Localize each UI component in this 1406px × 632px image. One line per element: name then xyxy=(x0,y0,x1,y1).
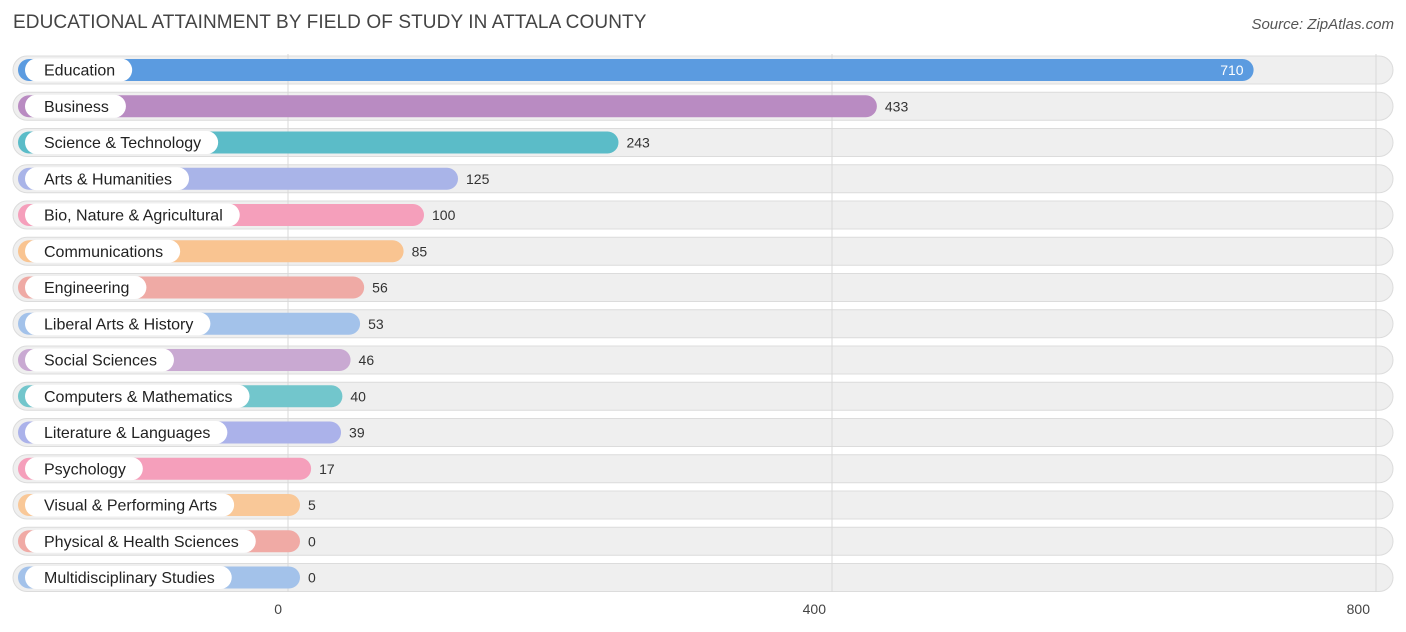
bar-track xyxy=(12,454,1394,484)
category-label: Engineering xyxy=(44,280,129,297)
value-label: 125 xyxy=(466,171,490,187)
value-label: 85 xyxy=(412,243,428,259)
value-label: 243 xyxy=(626,135,650,151)
value-label: 710 xyxy=(1220,62,1244,78)
tick-label: 0 xyxy=(274,601,282,617)
value-label: 100 xyxy=(432,207,456,223)
category-pill xyxy=(25,58,133,82)
category-pill xyxy=(25,384,250,408)
category-label: Liberal Arts & History xyxy=(44,316,193,333)
category-label: Physical & Health Sciences xyxy=(44,534,239,551)
value-label: 46 xyxy=(359,352,375,368)
value-label: 53 xyxy=(368,316,384,332)
bar xyxy=(18,59,1254,81)
category-pill xyxy=(25,131,219,154)
category-label: Communications xyxy=(44,244,163,261)
bar-track xyxy=(12,563,1394,592)
bar-track xyxy=(12,526,1394,556)
bar-track xyxy=(12,345,1394,375)
bar-track xyxy=(12,309,1394,339)
bar-track xyxy=(12,381,1394,411)
category-label: Business xyxy=(44,99,109,116)
value-label: 56 xyxy=(372,280,388,296)
category-label: Education xyxy=(44,63,115,80)
category-pill xyxy=(25,94,126,118)
value-label: 17 xyxy=(319,461,335,477)
category-pill xyxy=(25,239,181,263)
bar xyxy=(18,95,877,118)
value-label: 433 xyxy=(885,98,909,114)
x-axis-ticks: 0 400 800 xyxy=(274,601,1370,617)
category-pill xyxy=(25,276,147,299)
category-pill xyxy=(25,312,211,336)
category-pill xyxy=(25,203,240,227)
category-pill xyxy=(25,493,235,517)
bar-track xyxy=(12,490,1394,520)
value-label: 0 xyxy=(308,533,316,549)
category-label: Literature & Languages xyxy=(44,425,210,442)
tick-label: 400 xyxy=(803,601,827,617)
bars: Education 710 Business 433 Science & Technol… xyxy=(18,58,1254,589)
category-label: Bio, Nature & Agricultural xyxy=(44,208,223,225)
category-pill xyxy=(25,348,174,372)
value-label: 5 xyxy=(308,497,316,513)
category-pill xyxy=(25,529,256,553)
bar-track xyxy=(12,418,1394,447)
value-label: 40 xyxy=(350,388,366,404)
category-label: Science & Technology xyxy=(44,135,201,152)
tick-label: 800 xyxy=(1347,601,1371,617)
category-label: Social Sciences xyxy=(44,353,157,370)
category-label: Arts & Humanities xyxy=(44,171,172,188)
value-label: 39 xyxy=(349,425,365,441)
chart-title: EDUCATIONAL ATTAINMENT BY FIELD OF STUDY… xyxy=(13,12,647,33)
category-pill xyxy=(25,457,143,481)
category-pill xyxy=(25,167,190,191)
category-label: Multidisciplinary Studies xyxy=(44,570,215,587)
category-label: Visual & Performing Arts xyxy=(44,498,217,515)
category-label: Psychology xyxy=(44,461,126,478)
category-pill xyxy=(25,421,228,444)
category-label: Computers & Mathematics xyxy=(44,389,233,406)
category-pill xyxy=(25,566,232,589)
value-label: 0 xyxy=(308,570,316,586)
source-attribution: Source: ZipAtlas.com xyxy=(1251,16,1394,33)
